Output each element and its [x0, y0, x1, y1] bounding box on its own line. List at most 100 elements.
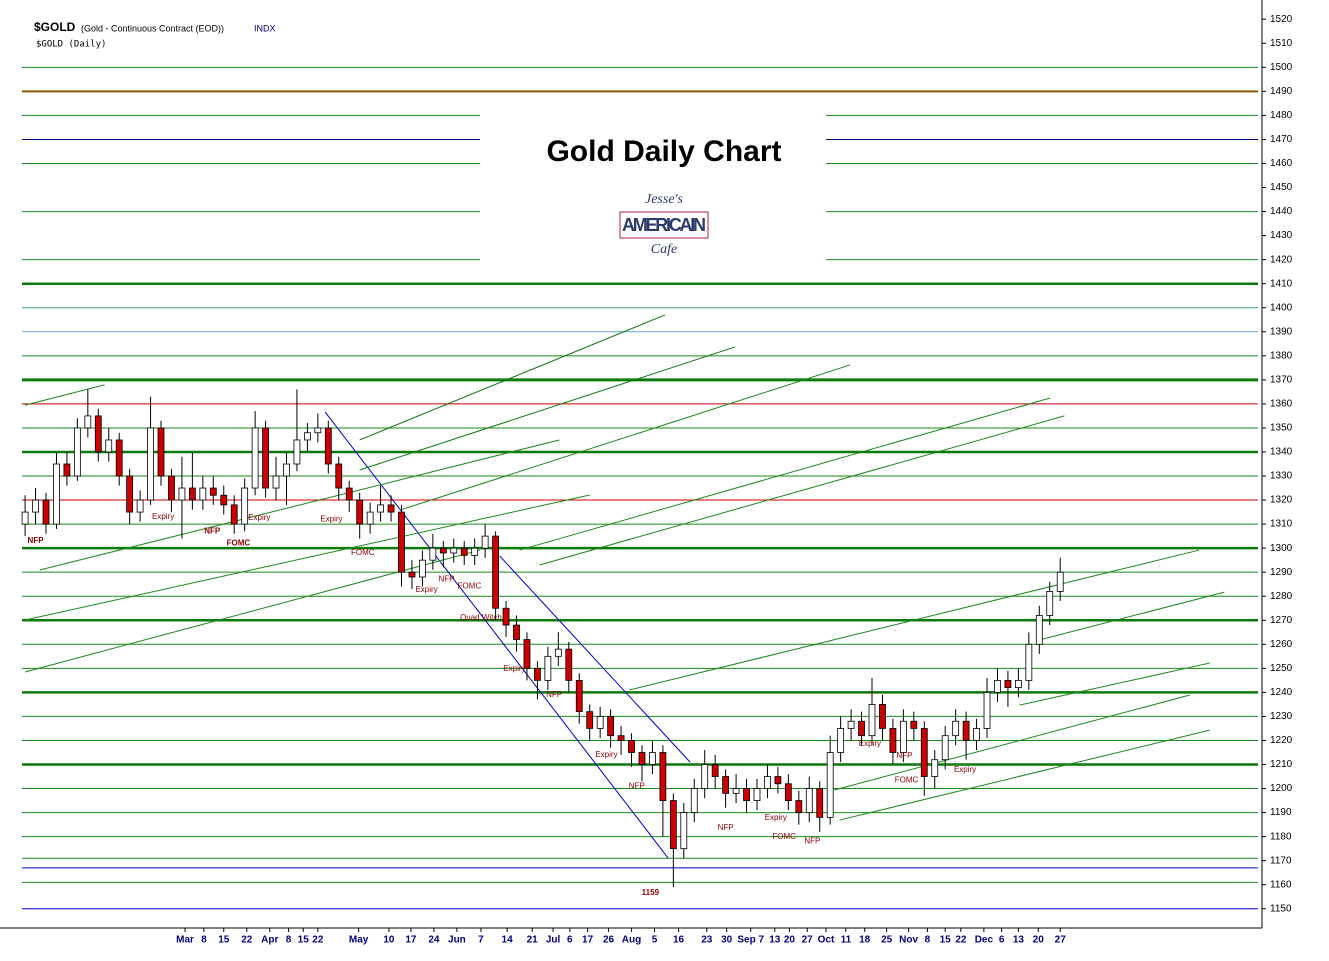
logo-line: Jesse's: [645, 192, 684, 207]
candle-body: [983, 691, 991, 729]
candle-body: [628, 740, 635, 753]
x-tick-label: 8: [286, 935, 292, 946]
candle-body: [262, 427, 269, 489]
x-tick-label: 16: [673, 935, 685, 946]
candle-body: [534, 667, 541, 681]
candle-body: [920, 728, 928, 777]
candle-body: [513, 624, 520, 640]
candle-body: [523, 639, 531, 669]
x-tick-label: 22: [312, 935, 324, 946]
candle-body: [293, 439, 301, 465]
candle-body: [450, 547, 458, 554]
x-tick-label: 5: [652, 935, 658, 946]
annotation: FOMC: [351, 548, 375, 557]
candle-body: [157, 427, 165, 477]
annotation: NFP: [438, 575, 454, 584]
candle-body: [868, 704, 876, 737]
candle-body: [732, 788, 740, 794]
candle-body: [377, 504, 384, 513]
candle-body: [1056, 571, 1064, 592]
candle-body: [429, 547, 437, 561]
candle-body: [565, 648, 573, 681]
candle-body: [952, 720, 960, 737]
y-tick-label: 1270: [1270, 615, 1293, 626]
y-tick-label: 1400: [1270, 302, 1293, 313]
trend-line: [539, 415, 1065, 566]
candle-body: [816, 788, 824, 818]
y-tick-label: 1200: [1270, 783, 1293, 794]
y-tick-label: 1310: [1270, 519, 1293, 530]
candle-body: [784, 783, 792, 801]
candle-body: [356, 499, 364, 525]
candle-body: [774, 776, 782, 785]
candle-body: [1004, 679, 1012, 688]
x-tick-label: 10: [383, 935, 395, 946]
candle-body: [42, 499, 50, 525]
y-tick-label: 1420: [1270, 254, 1293, 265]
levels-layer: [22, 66, 1258, 910]
y-tick-label: 1430: [1270, 230, 1293, 241]
trend-line: [24, 494, 590, 621]
x-tick-label: 23: [701, 935, 713, 946]
y-tick-label: 1490: [1270, 86, 1293, 97]
x-tick-label: 6: [567, 935, 573, 946]
candle-body: [303, 432, 311, 441]
candle-body: [1014, 679, 1022, 688]
candle-body: [680, 812, 688, 850]
trend-line: [1019, 662, 1210, 706]
trend-line: [400, 364, 851, 511]
candle-body: [690, 788, 698, 814]
annotation: FOMC: [227, 538, 251, 547]
annotation: Expiry: [248, 513, 270, 522]
candle-body: [743, 788, 750, 801]
trend-line: [39, 439, 560, 571]
x-tick-label: 18: [859, 935, 871, 946]
x-tick-label: May: [349, 935, 369, 946]
x-tick-label: Jul: [546, 935, 561, 946]
chart-title: Gold Daily Chart: [546, 135, 781, 168]
x-tick-label: 15: [940, 935, 952, 946]
candle-body: [168, 475, 175, 501]
y-tick-label: 1450: [1270, 182, 1293, 193]
candle-body: [136, 499, 144, 513]
candle-body: [847, 720, 855, 729]
candle-body: [53, 463, 60, 525]
x-tick-label: 14: [502, 935, 514, 946]
candle-body: [209, 487, 217, 496]
candle-body: [335, 463, 343, 489]
y-tick-label: 1250: [1270, 663, 1293, 674]
candle-body: [408, 571, 416, 578]
candle-body: [638, 752, 646, 765]
y-tick-label: 1160: [1270, 879, 1292, 890]
annotation: Expiry: [954, 765, 976, 774]
y-tick-label: 1370: [1270, 374, 1293, 385]
annotation: Expiry: [595, 750, 617, 759]
y-tick-label: 1170: [1270, 855, 1292, 866]
y-tick-label: 1480: [1270, 110, 1293, 121]
candle-body: [544, 655, 552, 681]
candle-body: [115, 439, 123, 477]
candle-body: [220, 494, 228, 506]
y-tick-label: 1150: [1270, 903, 1292, 914]
marks-layer: NFP Expiry NFP FOMC Expiry Expiry FOMC Expiry NF…: [21, 314, 1225, 897]
annotation: Expiry: [152, 512, 174, 521]
y-tick-label: 1340: [1270, 447, 1293, 458]
x-tick-label: 25: [881, 935, 893, 946]
candle-body: [722, 776, 730, 794]
annotation: NFP: [718, 823, 734, 832]
candle-body: [554, 648, 562, 657]
subtitle: $GOLD (Daily): [36, 40, 106, 50]
trend-line: [834, 694, 1190, 791]
candle-body: [994, 679, 1001, 693]
candle-body: [753, 788, 761, 801]
candle-body: [419, 559, 426, 578]
candle-body: [879, 704, 886, 729]
candle-body: [502, 607, 510, 626]
candle-body: [230, 504, 238, 525]
candle-body: [764, 776, 771, 789]
annotation: NFP: [804, 837, 820, 846]
candle-body: [387, 504, 395, 513]
y-tick-label: 1260: [1270, 639, 1293, 650]
candle-body: [1035, 615, 1043, 645]
